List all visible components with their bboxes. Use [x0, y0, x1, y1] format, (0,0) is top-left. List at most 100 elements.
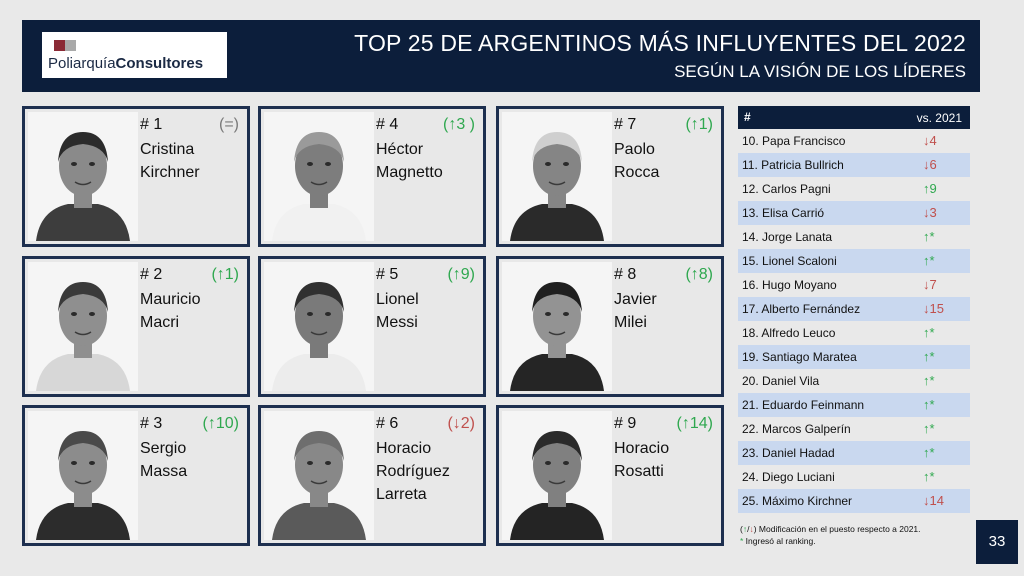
footnote-text-2: Ingresó al ranking. [743, 536, 816, 546]
logo-suffix: Consultores [115, 55, 204, 72]
person-name-line: Magnetto [376, 164, 443, 181]
ranking-row: 25. Máximo Kirchner ↓14 [738, 489, 970, 513]
person-card: # 9 (↑14) Horacio Rosatti [496, 405, 724, 546]
rank-change-badge: (↑9) [447, 266, 475, 283]
person-card: # 4 (↑3 ) Héctor Magnetto [258, 106, 486, 247]
ranking-row-label: 14. Jorge Lanata [742, 230, 833, 244]
ranking-row: 22. Marcos Galperín ↑* [738, 417, 970, 441]
ranking-table-body: 10. Papa Francisco ↓4 11. Patricia Bullric… [738, 129, 970, 513]
person-name: Horacio Rosatti [614, 437, 669, 483]
person-card: # 2 (↑1) Mauricio Macri [22, 256, 250, 397]
person-photo [28, 411, 138, 540]
person-rank: # 9 [614, 415, 637, 432]
person-photo [264, 112, 374, 241]
ranking-row-label: 19. Santiago Maratea [742, 350, 857, 364]
ranking-row-label: 11. Patricia Bullrich [742, 158, 844, 172]
ranking-row-label: 10. Papa Francisco [742, 134, 846, 148]
person-name-line: Horacio [376, 440, 432, 457]
ranking-row: 16. Hugo Moyano ↓7 [738, 273, 970, 297]
ranking-row-change: ↑* [923, 349, 935, 364]
ranking-row-label: 13. Elisa Carrió [742, 206, 825, 220]
person-photo [28, 112, 138, 241]
ranking-row: 12. Carlos Pagni ↑9 [738, 177, 970, 201]
ranking-row-change: ↑* [923, 397, 935, 412]
col-rank-header: # [744, 110, 751, 124]
person-photo [264, 262, 374, 391]
ranking-row-change: ↑* [923, 445, 935, 460]
person-name: Mauricio Macri [140, 288, 200, 334]
ranking-row-change: ↑* [923, 253, 935, 268]
page-number: 33 [976, 520, 1018, 564]
ranking-row-change: ↑9 [923, 181, 937, 196]
rank-change-badge: (↑10) [202, 415, 239, 432]
person-photo [502, 262, 612, 391]
ranking-row: 23. Daniel Hadad ↑* [738, 441, 970, 465]
ranking-row-change: ↑* [923, 229, 935, 244]
rank-change-badge: (↑14) [676, 415, 713, 432]
person-card: # 7 (↑1) Paolo Rocca [496, 106, 724, 247]
up-arrow-icon: ↑ [742, 524, 748, 534]
person-rank: # 4 [376, 116, 399, 133]
person-name-line: Horacio [614, 440, 670, 457]
ranking-row-label: 16. Hugo Moyano [742, 278, 837, 292]
ranking-table: # vs. 2021 10. Papa Francisco ↓4 11. Patri… [738, 106, 970, 513]
ranking-row: 14. Jorge Lanata ↑* [738, 225, 970, 249]
ranking-row: 15. Lionel Scaloni ↑* [738, 249, 970, 273]
ranking-row: 24. Diego Luciani ↑* [738, 465, 970, 489]
col-change-header: vs. 2021 [916, 111, 962, 125]
footnote-paren: ( [740, 524, 743, 534]
person-name-line: Paolo [614, 141, 655, 158]
ranking-row-change: ↑* [923, 325, 935, 340]
ranking-row-change: ↓6 [923, 157, 937, 172]
footnote: (↑/↓) Modificación en el puesto respecto… [740, 523, 921, 547]
person-name: Cristina Kirchner [140, 138, 200, 184]
rank-change-badge: (=) [219, 116, 239, 133]
person-name: Héctor Magnetto [376, 138, 443, 184]
person-rank: # 5 [376, 266, 399, 283]
ranking-row-change: ↑* [923, 421, 935, 436]
person-name-line: Mauricio [140, 291, 201, 308]
ranking-row-label: 22. Marcos Galperín [742, 422, 851, 436]
page-subtitle: SEGÚN LA VISIÓN DE LOS LÍDERES [674, 62, 966, 81]
ranking-row-label: 24. Diego Luciani [742, 470, 835, 484]
rank-change-badge: (↑8) [685, 266, 713, 283]
person-name: Lionel Messi [376, 288, 419, 334]
person-card: # 1 (=) Cristina Kirchner [22, 106, 250, 247]
footnote-text-1: ) Modificación en el puesto respecto a 2… [753, 524, 921, 534]
person-name: Paolo Rocca [614, 138, 659, 184]
ranking-row: 19. Santiago Maratea ↑* [738, 345, 970, 369]
ranking-row-label: 17. Alberto Fernández [742, 302, 861, 316]
ranking-row: 17. Alberto Fernández ↓15 [738, 297, 970, 321]
person-card: # 5 (↑9) Lionel Messi [258, 256, 486, 397]
new-entry-star: * [740, 536, 744, 546]
person-card: # 6 (↓2) Horacio Rodríguez Larreta [258, 405, 486, 546]
ranking-row-change: ↓14 [923, 493, 944, 508]
header-banner: PoliarquíaConsultores TOP 25 DE ARGENTIN… [22, 20, 980, 92]
person-name-line: Rodríguez [376, 463, 450, 480]
person-photo [502, 411, 612, 540]
ranking-row-label: 23. Daniel Hadad [742, 446, 835, 460]
footnote-slash: / [747, 524, 750, 534]
ranking-row-change: ↓15 [923, 301, 944, 316]
ranking-row-label: 12. Carlos Pagni [742, 182, 831, 196]
footnote-line-1: (↑/↓) Modificación en el puesto respecto… [740, 523, 921, 535]
person-rank: # 7 [614, 116, 637, 133]
rank-change-badge: (↑1) [685, 116, 713, 133]
ranking-row: 10. Papa Francisco ↓4 [738, 129, 970, 153]
person-name: Sergio Massa [140, 437, 187, 483]
footnote-line-2: * Ingresó al ranking. [740, 535, 921, 547]
ranking-row: 11. Patricia Bullrich ↓6 [738, 153, 970, 177]
person-name-line: Lionel [376, 291, 419, 308]
person-name: Horacio Rodríguez Larreta [376, 437, 450, 506]
person-photo [502, 112, 612, 241]
person-card: # 8 (↑8) Javier Milei [496, 256, 724, 397]
ranking-row-change: ↑* [923, 469, 935, 484]
person-name-line: Kirchner [140, 164, 200, 181]
person-name-line: Rocca [614, 164, 660, 181]
ranking-row-label: 20. Daniel Vila [742, 374, 820, 388]
ranking-row-change: ↓4 [923, 133, 937, 148]
person-card: # 3 (↑10) Sergio Massa [22, 405, 250, 546]
ranking-row-label: 21. Eduardo Feinmann [742, 398, 865, 412]
ranking-row: 13. Elisa Carrió ↓3 [738, 201, 970, 225]
ranking-row-change: ↓3 [923, 205, 937, 220]
